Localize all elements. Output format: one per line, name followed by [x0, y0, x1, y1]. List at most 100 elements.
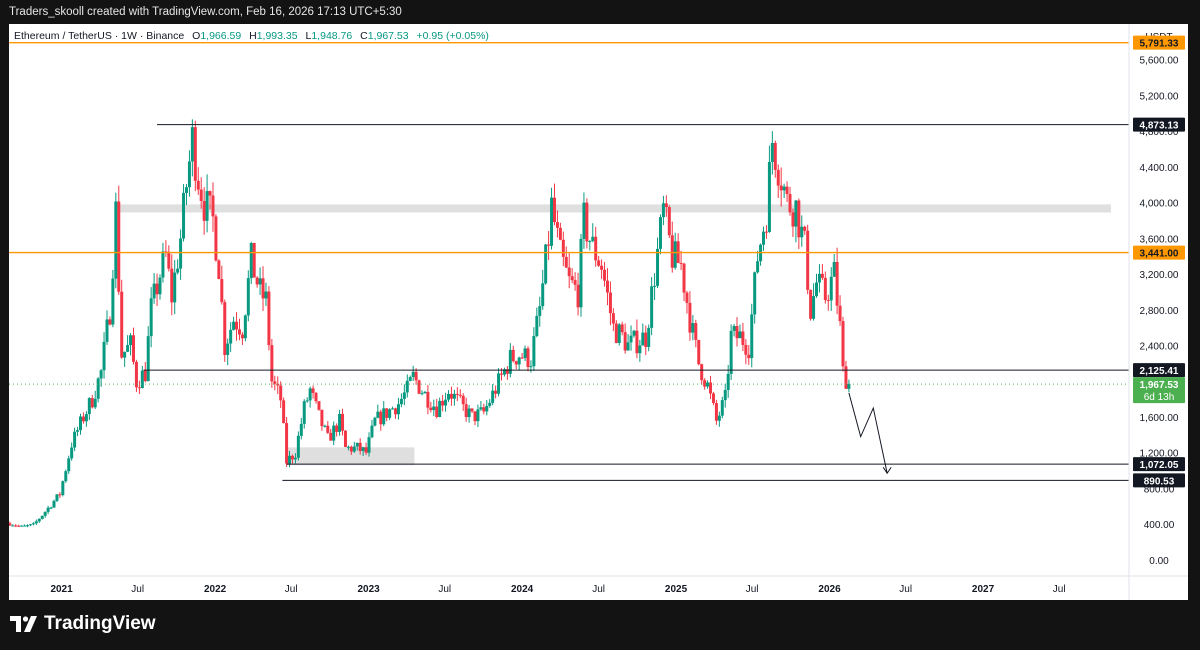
candle-body: [617, 324, 621, 343]
candle-body: [847, 383, 851, 389]
candle-body: [187, 161, 191, 188]
candle-body: [414, 371, 418, 381]
candle-body: [502, 369, 506, 375]
time-tick-label: 2024: [511, 584, 534, 595]
candle-body: [205, 191, 209, 221]
candle-body: [264, 291, 268, 299]
candle-body: [573, 280, 577, 285]
candle-body: [67, 458, 71, 472]
last-price-tag-countdown: 6d 13h: [1144, 392, 1175, 403]
candle-body: [411, 371, 415, 378]
candle-body: [538, 306, 542, 316]
candle-body: [738, 331, 742, 339]
time-tick-label: 2021: [50, 584, 73, 595]
tradingview-logo[interactable]: TradingView: [10, 613, 156, 635]
candle-body: [664, 203, 668, 208]
candle-body: [288, 455, 292, 464]
candle-body: [658, 217, 662, 249]
candle-body: [240, 334, 244, 339]
price-tick-label: 0.00: [1149, 556, 1169, 567]
candle-body: [364, 447, 368, 453]
candle-body: [788, 194, 792, 213]
candle-body: [753, 272, 757, 315]
candle-body: [797, 200, 801, 238]
black-level-tag-box: [1133, 473, 1185, 488]
time-tick-label: Jul: [131, 584, 144, 595]
candle-body: [635, 330, 639, 354]
candle-body: [179, 238, 183, 269]
price-tick-label: 5,200.00: [1140, 91, 1179, 102]
candle-body: [603, 269, 607, 281]
candle-body: [455, 393, 459, 395]
candle-body: [93, 398, 97, 408]
candle-body: [338, 413, 342, 432]
candle-body: [832, 262, 836, 277]
candle-body: [482, 407, 486, 412]
candle-body: [208, 191, 212, 196]
black-level-tag-text: 2,125.41: [1140, 366, 1179, 377]
black-level-tag-text: 1,072.05: [1140, 460, 1179, 471]
candle-body: [111, 278, 115, 325]
candle-body: [232, 321, 236, 330]
candle-body: [550, 197, 554, 246]
time-tick-label: 2025: [665, 584, 688, 595]
candle-body: [608, 292, 612, 314]
candle-body: [170, 268, 174, 303]
candles-layer: [9, 119, 851, 528]
candle-body: [488, 402, 492, 406]
candle-body: [423, 391, 427, 394]
candle-body: [388, 409, 392, 418]
candle-body: [235, 321, 239, 330]
candle-body: [73, 431, 77, 448]
candle-body: [714, 403, 718, 421]
candle-body: [249, 242, 253, 279]
candle-body: [835, 262, 839, 306]
candle-body: [341, 413, 345, 431]
candle-body: [756, 261, 760, 273]
candle-body: [773, 142, 777, 170]
candle-body: [703, 380, 707, 387]
candle-body: [226, 343, 230, 355]
candle-body: [114, 201, 118, 279]
candle-body: [561, 239, 565, 257]
price-tick-label: 4,400.00: [1140, 163, 1179, 174]
candle-body: [809, 289, 813, 319]
candle-body: [782, 186, 786, 191]
time-axis: 2021 Jul 2022 Jul 2023 Jul 2024 Jul 2025 Jul 2026 J…: [9, 575, 1188, 595]
candle-body: [140, 370, 144, 389]
chart-area[interactable]: USDT0.00400.00800.001,200.001,600.002,00…: [9, 24, 1188, 600]
candle-body: [34, 521, 38, 524]
candle-body: [52, 500, 56, 508]
candle-body: [352, 446, 356, 452]
candle-body: [137, 387, 141, 389]
orange-level-tag-text: 3,441.00: [1140, 249, 1179, 260]
candle-body: [438, 400, 442, 417]
candle-body: [346, 446, 350, 448]
price-chart[interactable]: USDT0.00400.00800.001,200.001,600.002,00…: [9, 24, 1188, 600]
candle-body: [547, 244, 551, 246]
time-tick-label: 2026: [818, 584, 841, 595]
candle-body: [750, 314, 754, 359]
candle-body: [711, 393, 715, 404]
candle-body: [555, 222, 559, 228]
candle-body: [535, 315, 539, 336]
price-tick-label: 400.00: [1144, 520, 1175, 531]
candle-body: [405, 380, 409, 393]
candle-body: [600, 265, 604, 270]
candle-body: [629, 335, 633, 343]
candle-body: [794, 200, 798, 227]
high-label: H: [249, 30, 257, 42]
candle-body: [102, 341, 106, 371]
candle-body: [146, 336, 150, 382]
candle-body: [37, 518, 41, 522]
candle-body: [729, 330, 733, 374]
candle-body: [829, 276, 833, 301]
brand-name: TradingView: [44, 613, 156, 634]
projection-layer: [848, 392, 892, 475]
candle-body: [99, 370, 103, 379]
candle-body: [823, 277, 827, 301]
candle-body: [258, 278, 262, 285]
candle-body: [17, 525, 21, 527]
candle-body: [435, 406, 439, 417]
candle-body: [399, 398, 403, 405]
